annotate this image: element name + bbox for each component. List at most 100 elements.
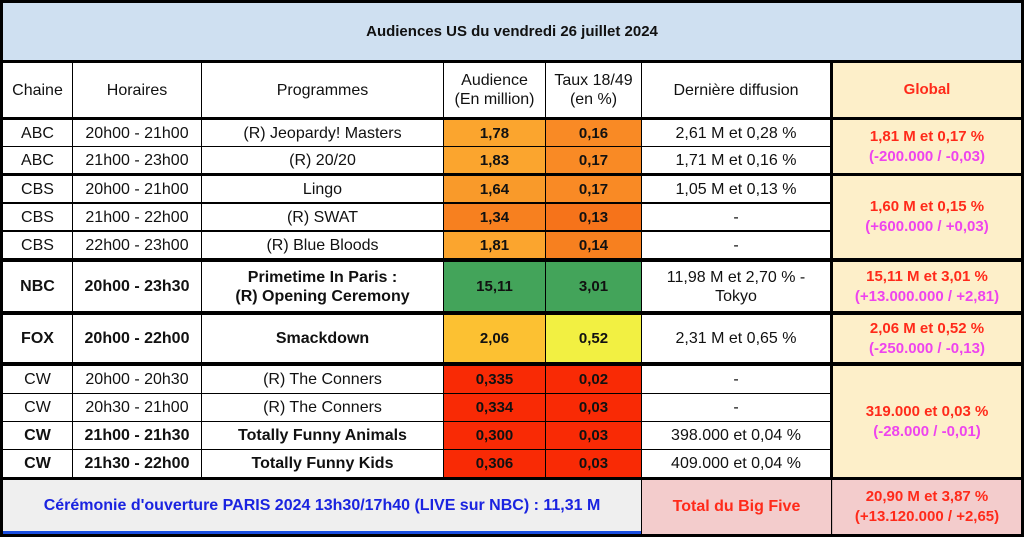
cell-programme: (R) Blue Bloods xyxy=(202,232,443,258)
derniere-line2: Tokyo xyxy=(715,287,757,305)
cell-derniere-diffusion: 11,98 M et 2,70 % - Tokyo xyxy=(642,262,830,311)
cell-taux: 0,02 xyxy=(546,366,641,393)
cell-chaine: CBS xyxy=(3,204,72,230)
cell-chaine: CW xyxy=(3,394,72,421)
cell-derniere-diffusion: - xyxy=(642,232,830,258)
programme-line2: (R) Opening Ceremony xyxy=(235,287,410,305)
cell-audience: 0,306 xyxy=(444,450,545,477)
header-chaine: Chaine xyxy=(3,63,72,117)
cell-chaine: CBS xyxy=(3,176,72,202)
cell-derniere-diffusion: - xyxy=(642,204,830,230)
cell-taux: 3,01 xyxy=(546,262,641,311)
cell-audience: 1,34 xyxy=(444,204,545,230)
cell-programme: (R) 20/20 xyxy=(202,147,443,173)
global-cell: 2,06 M et 0,52 % (-250.000 / -0,13) xyxy=(833,315,1021,362)
cell-horaires: 21h00 - 21h30 xyxy=(73,422,201,449)
cell-chaine: ABC xyxy=(3,120,72,146)
cell-derniere-diffusion: - xyxy=(642,366,830,393)
header-horaires: Horaires xyxy=(73,63,201,117)
cell-programme: (R) SWAT xyxy=(202,204,443,230)
cell-taux: 0,17 xyxy=(546,176,641,202)
cell-derniere-diffusion: 1,05 M et 0,13 % xyxy=(642,176,830,202)
header-global: Global xyxy=(833,63,1021,117)
header-taux: Taux 18/49 (en %) xyxy=(546,63,641,117)
cell-chaine: FOX xyxy=(3,315,72,362)
cell-programme: Smackdown xyxy=(202,315,443,362)
global-main: 1,60 M et 0,15 % xyxy=(869,198,985,215)
global-main: 2,06 M et 0,52 % xyxy=(869,319,985,337)
cell-horaires: 21h30 - 22h00 xyxy=(73,450,201,477)
cell-audience: 2,06 xyxy=(444,315,545,362)
header-audience: Audience (En million) xyxy=(444,63,545,117)
cell-audience: 0,300 xyxy=(444,422,545,449)
cell-programme: Primetime In Paris : (R) Opening Ceremony xyxy=(202,262,443,311)
cell-derniere-diffusion: 2,61 M et 0,28 % xyxy=(642,120,830,146)
cell-taux: 0,52 xyxy=(546,315,641,362)
global-diff: (-250.000 / -0,13) xyxy=(869,339,985,357)
cell-horaires: 20h00 - 20h30 xyxy=(73,366,201,393)
cell-chaine: CW xyxy=(3,366,72,393)
global-diff: (+600.000 / +0,03) xyxy=(865,218,989,235)
cell-chaine: CBS xyxy=(3,232,72,258)
cell-programme: (R) Jeopardy! Masters xyxy=(202,120,443,146)
cell-derniere-diffusion: 2,31 M et 0,65 % xyxy=(642,315,830,362)
page-title: Audiences US du vendredi 26 juillet 2024 xyxy=(3,3,1021,60)
global-cell: 1,81 M et 0,17 % (-200.000 / -0,03) xyxy=(833,120,1021,173)
global-diff: (+13.000.000 / +2,81) xyxy=(854,287,1000,305)
cell-audience: 0,335 xyxy=(444,366,545,393)
cell-chaine: CW xyxy=(3,450,72,477)
cell-audience: 1,83 xyxy=(444,147,545,173)
cell-chaine: CW xyxy=(3,422,72,449)
cell-horaires: 21h00 - 23h00 xyxy=(73,147,201,173)
global-diff: (-200.000 / -0,03) xyxy=(869,147,985,165)
cell-audience: 0,334 xyxy=(444,394,545,421)
header-taux-line1: Taux 18/49 xyxy=(554,72,633,89)
cell-programme: (R) The Conners xyxy=(202,394,443,421)
total-big-five-value: 20,90 M et 3,87 % (+13.120.000 / +2,65) xyxy=(832,480,1021,534)
cell-taux: 0,03 xyxy=(546,450,641,477)
cell-derniere-diffusion: 409.000 et 0,04 % xyxy=(642,450,830,477)
global-main: 15,11 M et 3,01 % xyxy=(866,267,988,285)
cell-derniere-diffusion: 398.000 et 0,04 % xyxy=(642,422,830,449)
cell-audience: 15,11 xyxy=(444,262,545,311)
global-cell: 1,60 M et 0,15 % (+600.000 / +0,03) xyxy=(833,176,1021,258)
header-audience-line2: (En million) xyxy=(454,91,535,108)
cell-audience: 1,64 xyxy=(444,176,545,202)
cell-horaires: 20h00 - 21h00 xyxy=(73,176,201,202)
programme-line1: Primetime In Paris : xyxy=(247,268,398,286)
derniere-line1: 11,98 M et 2,70 % - xyxy=(666,268,806,286)
cell-taux: 0,17 xyxy=(546,147,641,173)
header-derniere-diffusion: Dernière diffusion xyxy=(642,63,830,117)
cell-audience: 1,78 xyxy=(444,120,545,146)
header-programmes: Programmes xyxy=(202,63,443,117)
cell-horaires: 22h00 - 23h00 xyxy=(73,232,201,258)
cell-horaires: 20h00 - 22h00 xyxy=(73,315,201,362)
cell-horaires: 20h00 - 21h00 xyxy=(73,120,201,146)
cell-derniere-diffusion: - xyxy=(642,394,830,421)
header-taux-line2: (en %) xyxy=(569,91,618,108)
cell-taux: 0,03 xyxy=(546,394,641,421)
cell-horaires: 20h00 - 23h30 xyxy=(73,262,201,311)
cell-taux: 0,14 xyxy=(546,232,641,258)
cell-horaires: 21h00 - 22h00 xyxy=(73,204,201,230)
cell-programme: Lingo xyxy=(202,176,443,202)
cell-taux: 0,16 xyxy=(546,120,641,146)
total-main: 20,90 M et 3,87 % xyxy=(865,488,989,505)
cell-taux: 0,03 xyxy=(546,422,641,449)
total-big-five-label: Total du Big Five xyxy=(642,480,831,534)
header-audience-line1: Audience xyxy=(461,72,528,89)
total-diff: (+13.120.000 / +2,65) xyxy=(854,508,1000,525)
cell-derniere-diffusion: 1,71 M et 0,16 % xyxy=(642,147,830,173)
global-main: 319.000 et 0,03 % xyxy=(865,402,989,420)
global-cell: 15,11 M et 3,01 % (+13.000.000 / +2,81) xyxy=(833,262,1021,311)
cell-chaine: ABC xyxy=(3,147,72,173)
cell-programme: Totally Funny Kids xyxy=(202,450,443,477)
cell-programme: (R) The Conners xyxy=(202,366,443,393)
cell-horaires: 20h30 - 21h00 xyxy=(73,394,201,421)
cell-chaine: NBC xyxy=(3,262,72,311)
global-diff: (-28.000 / -0,01) xyxy=(873,422,981,440)
cell-audience: 1,81 xyxy=(444,232,545,258)
global-cell: 319.000 et 0,03 % (-28.000 / -0,01) xyxy=(833,366,1021,477)
global-main: 1,81 M et 0,17 % xyxy=(869,127,985,145)
